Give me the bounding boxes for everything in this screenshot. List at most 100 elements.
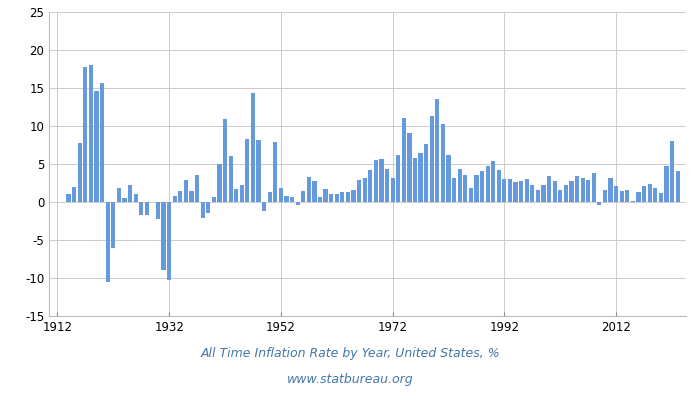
Bar — [301, 190, 305, 202]
Bar — [368, 170, 372, 202]
Bar — [480, 171, 484, 202]
Bar — [508, 179, 512, 202]
Bar — [497, 170, 501, 202]
Bar — [435, 99, 440, 202]
Bar — [167, 202, 172, 280]
Bar — [407, 133, 412, 202]
Bar — [351, 190, 356, 202]
Bar — [117, 188, 121, 202]
Bar — [83, 67, 88, 202]
Text: All Time Inflation Rate by Year, United States, %: All Time Inflation Rate by Year, United … — [200, 348, 500, 360]
Bar — [251, 92, 255, 202]
Bar — [625, 190, 629, 202]
Bar — [631, 201, 635, 202]
Bar — [178, 190, 183, 202]
Bar — [256, 140, 260, 202]
Bar — [279, 188, 283, 202]
Bar — [262, 202, 266, 211]
Text: www.statbureau.org: www.statbureau.org — [287, 374, 413, 386]
Bar — [519, 181, 524, 202]
Bar — [603, 190, 607, 202]
Bar — [552, 181, 557, 202]
Bar — [128, 184, 132, 202]
Bar — [547, 176, 551, 202]
Bar — [195, 175, 199, 202]
Bar — [111, 202, 116, 248]
Bar — [653, 188, 657, 202]
Bar — [145, 202, 149, 215]
Bar — [463, 175, 468, 202]
Bar — [335, 194, 339, 202]
Bar — [72, 187, 76, 202]
Bar — [245, 139, 249, 202]
Bar — [211, 197, 216, 202]
Bar — [267, 192, 272, 202]
Bar — [290, 197, 294, 202]
Bar — [106, 202, 110, 282]
Bar — [614, 186, 618, 202]
Bar — [530, 184, 534, 202]
Bar — [419, 152, 423, 202]
Bar — [430, 116, 434, 202]
Bar — [402, 118, 406, 202]
Bar — [620, 190, 624, 202]
Bar — [458, 169, 462, 202]
Bar — [385, 168, 389, 202]
Bar — [396, 155, 400, 202]
Bar — [173, 196, 177, 202]
Bar — [273, 142, 277, 202]
Bar — [586, 180, 590, 202]
Bar — [239, 184, 244, 202]
Bar — [122, 198, 127, 202]
Bar — [558, 190, 562, 202]
Bar — [424, 144, 428, 202]
Bar — [228, 156, 232, 202]
Bar — [592, 173, 596, 202]
Bar — [162, 202, 166, 270]
Bar — [642, 186, 646, 202]
Bar — [323, 189, 328, 202]
Bar — [217, 164, 221, 202]
Bar — [307, 177, 311, 202]
Bar — [597, 202, 601, 205]
Bar — [525, 179, 528, 202]
Bar — [206, 202, 210, 213]
Bar — [503, 179, 507, 202]
Bar — [318, 197, 322, 202]
Bar — [664, 166, 668, 202]
Bar — [329, 194, 333, 202]
Bar — [363, 178, 367, 202]
Bar — [89, 65, 93, 202]
Bar — [648, 184, 652, 202]
Bar — [469, 188, 473, 202]
Bar — [134, 194, 138, 202]
Bar — [441, 124, 445, 202]
Bar — [575, 176, 579, 202]
Bar — [295, 202, 300, 205]
Bar — [569, 182, 573, 202]
Bar — [379, 159, 384, 202]
Bar — [491, 161, 496, 202]
Bar — [346, 192, 350, 202]
Bar — [608, 178, 612, 202]
Bar — [223, 119, 227, 202]
Bar — [201, 202, 205, 218]
Bar — [475, 175, 479, 202]
Bar — [100, 84, 104, 202]
Bar — [486, 166, 490, 202]
Bar — [340, 192, 344, 202]
Bar — [78, 144, 82, 202]
Bar — [234, 189, 238, 202]
Bar — [670, 141, 674, 202]
Bar — [139, 202, 144, 215]
Bar — [156, 202, 160, 220]
Bar — [374, 160, 378, 202]
Bar — [636, 192, 641, 202]
Bar — [391, 178, 395, 202]
Bar — [514, 182, 518, 202]
Bar — [94, 91, 99, 202]
Bar — [413, 158, 417, 202]
Bar — [284, 196, 288, 202]
Bar — [580, 178, 584, 202]
Bar — [564, 184, 568, 202]
